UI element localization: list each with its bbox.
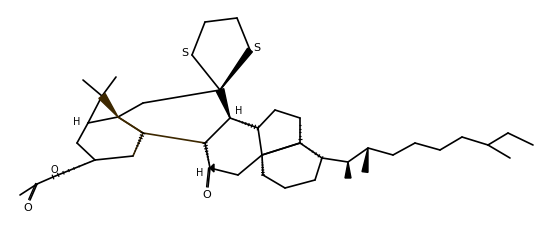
- Text: O: O: [50, 165, 58, 175]
- Polygon shape: [99, 94, 118, 117]
- Polygon shape: [362, 148, 368, 172]
- Text: H: H: [235, 106, 243, 116]
- Polygon shape: [210, 164, 214, 172]
- Text: O: O: [202, 190, 211, 200]
- Text: H: H: [73, 117, 81, 127]
- Text: S: S: [182, 48, 189, 58]
- Text: H: H: [196, 168, 203, 178]
- Polygon shape: [216, 89, 230, 118]
- Text: S: S: [253, 43, 260, 53]
- Text: O: O: [24, 203, 32, 213]
- Polygon shape: [220, 48, 252, 90]
- Polygon shape: [345, 162, 351, 178]
